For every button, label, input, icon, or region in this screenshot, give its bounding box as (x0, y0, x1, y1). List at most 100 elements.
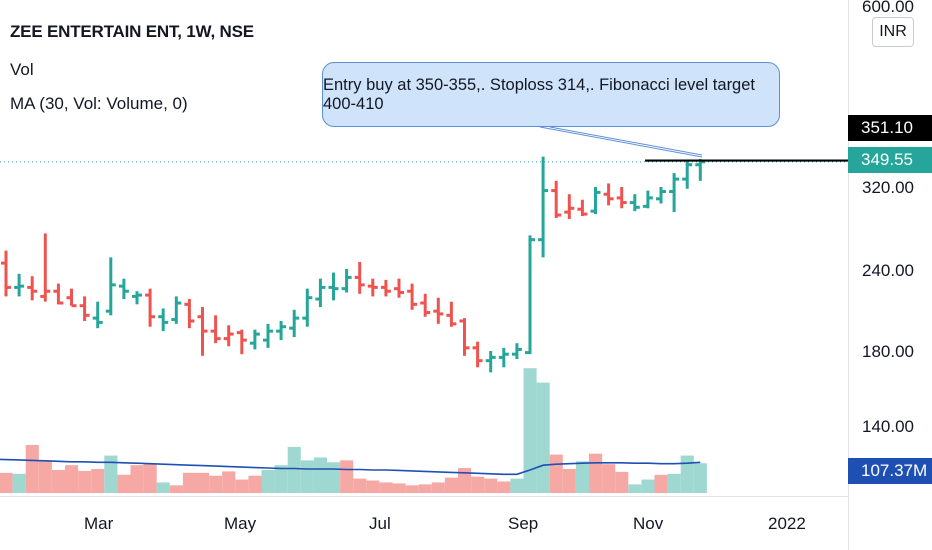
volume-bar (287, 446, 301, 493)
volume-bar (549, 454, 563, 493)
volume-bar (12, 473, 26, 493)
volume-bar (327, 462, 341, 493)
volume-bar (78, 470, 92, 493)
time-tick-label: Nov (633, 514, 664, 533)
volume-ma-marker: 107.37M (848, 458, 932, 484)
volume-legend[interactable]: Vol (10, 60, 34, 79)
volume-bar (575, 461, 589, 493)
ohlc-bar (590, 187, 601, 215)
time-tick-label: 2022 (768, 514, 806, 533)
volume-bar (628, 484, 642, 493)
volume-bar (169, 485, 183, 493)
currency-badge[interactable]: INR (872, 17, 914, 47)
volume-bar (654, 474, 668, 493)
ohlc-bar (394, 278, 404, 298)
volume-bar (366, 480, 380, 493)
ohlc-bar (459, 318, 470, 356)
annotation-callout[interactable]: Entry buy at 350-355,. Stoploss 314,. Fi… (322, 62, 780, 127)
ohlc-bar (92, 301, 103, 329)
volume-bar (484, 478, 498, 493)
ohlc-bar (669, 173, 680, 213)
volume-bars (0, 368, 707, 493)
ohlc-bar (263, 323, 273, 348)
price-tick-label: 600.00 (862, 0, 914, 16)
volume-bar (615, 471, 629, 493)
volume-bar (196, 472, 210, 493)
ohlc-bar (328, 272, 339, 301)
ohlc-bar (53, 283, 64, 305)
ohlc-bar (302, 288, 313, 327)
volume-bar (405, 485, 419, 493)
volume-bar (313, 457, 327, 493)
volume-bar (91, 469, 105, 493)
ohlc-bar (249, 329, 260, 350)
ohlc-bar (79, 296, 90, 321)
volume-bar (209, 475, 223, 493)
ohlc-bar (367, 278, 378, 297)
ohlc-bar (1, 250, 11, 297)
ohlc-bar (118, 278, 129, 300)
ohlc-bar (27, 276, 38, 301)
time-tick-label: Jul (369, 514, 391, 533)
ohlc-bar (407, 283, 418, 310)
volume-bar (143, 463, 157, 493)
ma-legend[interactable]: MA (30, Vol: Volume, 0) (10, 94, 188, 113)
ohlc-bar (538, 156, 549, 258)
ohlc-bar (289, 309, 300, 338)
ohlc-bar (433, 297, 444, 324)
volume-bar (523, 368, 537, 493)
volume-bar (497, 481, 511, 493)
ohlc-bar (603, 183, 614, 206)
volume-bar (274, 465, 288, 493)
ohlc-bar (656, 187, 666, 204)
ohlc-bar (132, 291, 142, 305)
callout-pointer (539, 126, 703, 158)
volume-bar (353, 478, 367, 493)
ohlc-bar (642, 190, 653, 209)
volume-bar (261, 469, 275, 493)
symbol-title[interactable]: ZEE ENTERTAIN ENT, 1W, NSE (10, 22, 254, 41)
ohlc-bar (551, 180, 562, 219)
volume-bar (248, 475, 262, 493)
volume-bar (510, 478, 524, 493)
ohlc-bar (210, 315, 221, 344)
ohlc-bar (354, 261, 365, 294)
time-tick-label: Mar (84, 514, 114, 533)
volume-bar (536, 382, 550, 493)
ohlc-bar (158, 308, 169, 332)
volume-bar (458, 468, 472, 493)
volume-bar (156, 482, 170, 493)
volume-bar (25, 445, 39, 493)
ohlc-bar (380, 279, 391, 297)
volume-bar (300, 460, 314, 493)
price-marker-last-price: 349.55 (848, 147, 932, 173)
price-marker-horizontal-line: 351.10 (848, 115, 932, 141)
price-bars (1, 156, 706, 373)
ohlc-bar (498, 347, 509, 368)
ohlc-bar (577, 199, 588, 217)
ohlc-bar (525, 235, 535, 355)
price-tick-label: 140.00 (862, 417, 914, 436)
ohlc-bar (105, 257, 116, 316)
time-tick-label: May (224, 514, 257, 533)
ohlc-bar (472, 341, 483, 368)
ohlc-bar (171, 296, 182, 324)
volume-bar (235, 479, 249, 493)
volume-bar (589, 453, 603, 493)
volume-bar (130, 465, 144, 493)
ohlc-bar (629, 194, 640, 212)
volume-bar (222, 471, 236, 493)
volume-bar (340, 460, 354, 493)
time-tick-label: Sep (508, 514, 538, 533)
volume-bar (680, 455, 694, 493)
annotation-text: Entry buy at 350-355,. Stoploss 314,. Fi… (323, 75, 755, 113)
volume-bar (431, 482, 445, 493)
volume-bar (641, 479, 655, 493)
volume-bar (38, 460, 52, 493)
ohlc-bar (223, 325, 234, 347)
volume-bar (562, 469, 576, 493)
volume-bar (0, 472, 13, 493)
ohlc-bar (66, 288, 77, 308)
volume-ma-line (0, 458, 701, 476)
